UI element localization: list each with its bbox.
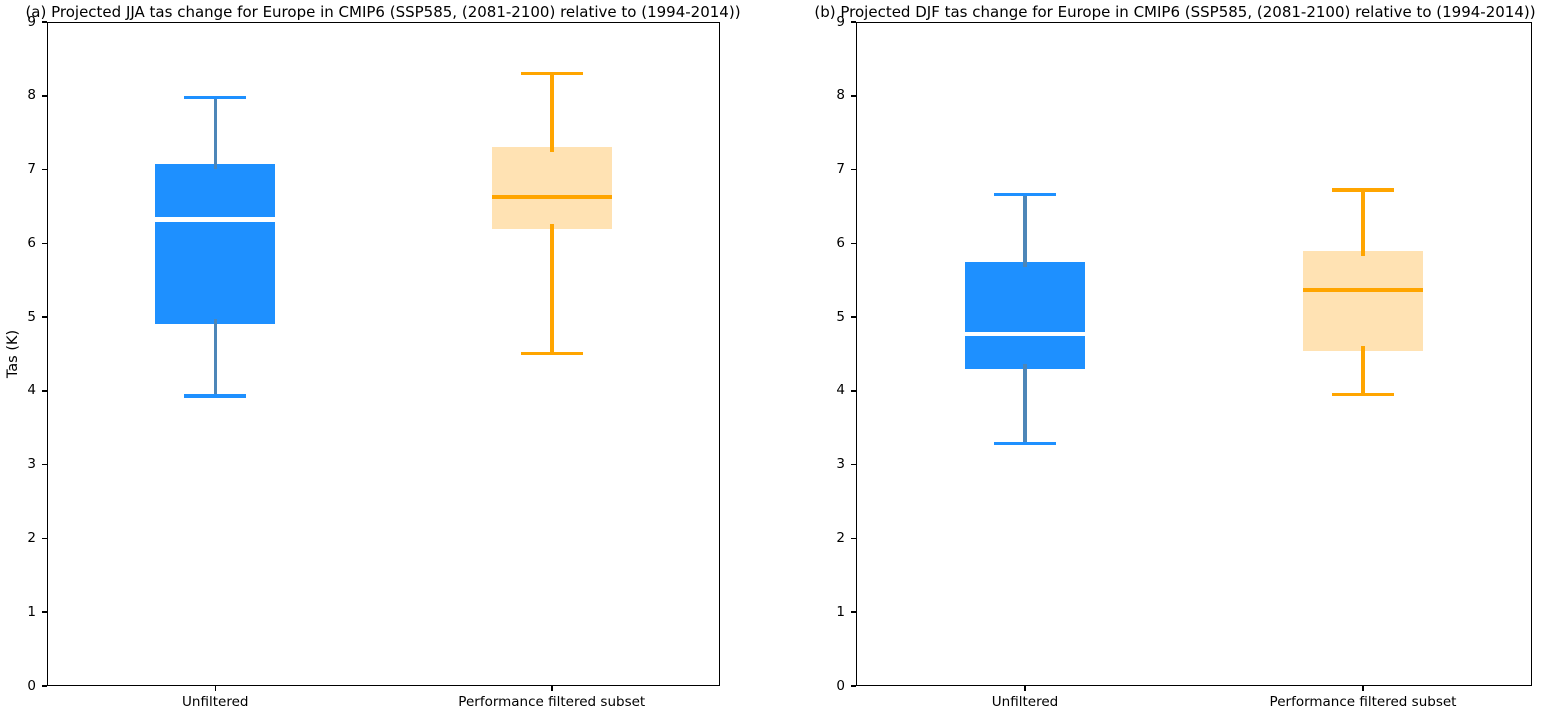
panel-a-axes-frame: [47, 22, 720, 686]
box-filtered: [491, 147, 612, 230]
ytick-label: 0: [27, 677, 36, 694]
ytick-label: 6: [27, 234, 36, 251]
ytick-label: 7: [27, 161, 36, 178]
ytick-mark: [42, 242, 47, 245]
xtick-mark: [1024, 686, 1026, 691]
ytick-label: 9: [836, 13, 845, 30]
category-label: Performance filtered subset: [1269, 694, 1457, 708]
ytick-label: 5: [27, 308, 36, 325]
ytick-mark: [42, 95, 47, 97]
ytick-mark: [42, 537, 47, 540]
ytick-mark: [851, 95, 856, 97]
median-line: [491, 194, 612, 200]
cap-upper: [994, 192, 1056, 197]
xtick-mark: [1362, 686, 1364, 691]
box-filtered: [1303, 250, 1423, 352]
median-line: [965, 331, 1085, 337]
ytick-label: 1: [836, 603, 845, 620]
ytick-label: 2: [836, 529, 845, 546]
cap-lower: [184, 394, 247, 398]
xtick-mark: [551, 686, 553, 691]
ytick-label: 3: [27, 456, 36, 473]
ytick-mark: [851, 390, 856, 392]
ytick-label: 1: [27, 603, 36, 620]
box-unfiltered: [965, 261, 1085, 369]
cap-upper: [184, 95, 247, 99]
whisker-lower: [1361, 346, 1365, 395]
panel-b-axes-frame: [856, 22, 1532, 686]
ytick-mark: [851, 21, 856, 23]
whisker-lower: [213, 319, 217, 397]
ytick-label: 3: [836, 456, 845, 473]
whisker-lower: [1023, 363, 1027, 444]
ytick-mark: [851, 611, 856, 613]
cap-lower: [994, 441, 1056, 446]
panel-a-title: (a) Projected JJA tas change for Europe …: [25, 3, 741, 21]
ytick-label: 8: [836, 87, 845, 104]
cap-lower: [1332, 392, 1394, 397]
category-label: Performance filtered subset: [458, 694, 646, 708]
ytick-label: 5: [836, 308, 845, 325]
median-line: [1303, 287, 1423, 293]
cap-lower: [520, 351, 583, 355]
ytick-label: 2: [27, 529, 36, 546]
ytick-label: 9: [27, 13, 36, 30]
ytick-mark: [42, 316, 47, 318]
whisker-upper: [550, 73, 554, 153]
median-line: [155, 217, 276, 222]
category-label: Unfiltered: [991, 694, 1059, 708]
ytick-mark: [851, 537, 856, 540]
ytick-label: 8: [27, 87, 36, 104]
ytick-label: 6: [836, 234, 845, 251]
ytick-mark: [42, 21, 47, 23]
ytick-mark: [42, 390, 47, 392]
y-axis-label: Tas (K): [5, 329, 21, 379]
ytick-mark: [851, 242, 856, 245]
ytick-mark: [851, 685, 856, 687]
whisker-upper: [213, 97, 217, 170]
ytick-mark: [42, 685, 47, 687]
cap-upper: [1332, 188, 1394, 192]
panel-b-title: (b) Projected DJF tas change for Europe …: [814, 3, 1536, 21]
whisker-lower: [550, 224, 554, 354]
xtick-mark: [214, 686, 216, 691]
ytick-label: 4: [836, 382, 845, 399]
ytick-label: 0: [836, 677, 845, 694]
ytick-mark: [851, 463, 856, 466]
ytick-mark: [42, 168, 47, 171]
ytick-mark: [42, 463, 47, 466]
ytick-label: 7: [836, 161, 845, 178]
ytick-label: 4: [27, 382, 36, 399]
whisker-upper: [1023, 194, 1027, 267]
ytick-mark: [42, 611, 47, 613]
ytick-mark: [851, 316, 856, 318]
ytick-mark: [851, 168, 856, 171]
whisker-upper: [1361, 190, 1365, 256]
box-unfiltered: [155, 164, 276, 325]
cap-upper: [520, 71, 583, 76]
category-label: Unfiltered: [182, 694, 249, 708]
